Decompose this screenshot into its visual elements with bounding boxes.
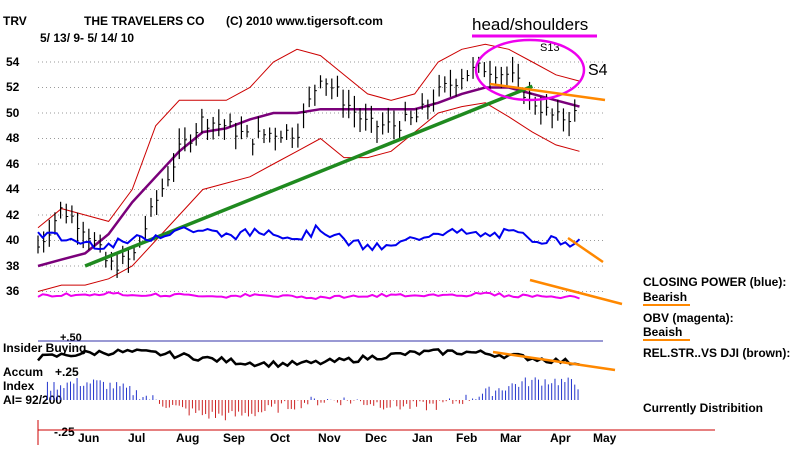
obv-line	[37, 291, 580, 301]
x-tick: Jun	[78, 431, 100, 445]
head-shoulders-ellipse	[474, 38, 586, 102]
y-tick: 36	[6, 284, 20, 298]
signal-s4: S4	[588, 62, 608, 79]
y-tick: 54	[6, 55, 20, 69]
legend-obv: OBV (magenta):	[643, 311, 734, 325]
panel2-bottom-label: -.25	[54, 425, 75, 439]
y-tick: 50	[6, 106, 20, 120]
x-tick: May	[593, 431, 617, 445]
x-tick: Mar	[500, 431, 522, 445]
x-tick: Jul	[128, 431, 146, 445]
index-label: Index	[3, 379, 35, 393]
x-tick: Sep	[223, 431, 246, 445]
company-name: THE TRAVELERS CO	[84, 14, 205, 28]
insider-buying-label: Insider Buying	[3, 341, 87, 355]
y-tick: 52	[6, 80, 20, 94]
y-tick: 38	[6, 259, 20, 273]
y-tick: 42	[6, 208, 20, 222]
relstr-divergence-line	[492, 350, 616, 372]
y-tick: 40	[6, 233, 20, 247]
pattern-label: head/shoulders	[472, 15, 589, 34]
date-range: 5/ 13/ 9- 5/ 14/ 10	[40, 31, 135, 45]
cp-divergence-line	[567, 236, 604, 264]
y-tick: 44	[6, 182, 20, 196]
closing-power-line	[37, 223, 581, 252]
legend-closing-power: CLOSING POWER (blue):	[643, 275, 787, 289]
copyright-text: (C) 2010 www.tigersoft.com	[226, 14, 383, 28]
lower-band	[37, 102, 580, 292]
legend-status: Currently Distribition	[643, 401, 764, 415]
moving-average	[37, 86, 580, 268]
accum-label: Accum	[3, 365, 44, 379]
uptrend-line	[84, 84, 534, 268]
ticker-label: TRV	[3, 14, 27, 28]
y-tick: 46	[6, 157, 20, 171]
signal-s13: S13	[540, 42, 560, 54]
x-tick: Apr	[550, 431, 571, 445]
x-tick: Feb	[456, 431, 478, 445]
legend-obv-state: Beaish	[643, 325, 683, 339]
neckline-arrow	[489, 82, 606, 102]
x-tick: Nov	[318, 431, 341, 445]
legend-closing-power-state: Bearish	[643, 290, 688, 304]
upper-band	[37, 43, 580, 229]
x-tick: Dec	[365, 431, 388, 445]
x-tick: Oct	[270, 431, 291, 445]
accum-value: +.25	[55, 365, 79, 379]
y-tick: 48	[6, 131, 20, 145]
relstr-line	[37, 348, 580, 369]
x-tick: Aug	[176, 431, 200, 445]
obv-divergence-line	[529, 278, 623, 306]
x-tick: Jan	[412, 431, 433, 445]
legend-relstr: REL.STR..VS DJI (brown):	[643, 346, 791, 360]
